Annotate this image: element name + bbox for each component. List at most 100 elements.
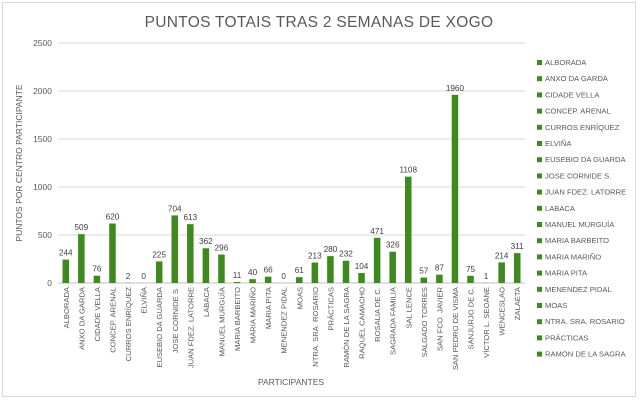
gridlines (58, 42, 525, 284)
bar (436, 274, 443, 283)
legend-swatch (537, 173, 542, 179)
legend-entry: JUAN FDEZ. LATORRE (545, 188, 626, 197)
category-label: PRÁCTICAS (326, 287, 335, 330)
data-label: 613 (183, 213, 197, 222)
legend-entry: ELVIÑA (545, 139, 572, 148)
category-label: MARIA PITA (264, 286, 273, 329)
category-label: MARIA MARIÑO (249, 287, 258, 343)
legend-entry: MENENDEZ PIDAL (545, 285, 612, 294)
data-label: 40 (248, 268, 258, 277)
category-label: LABACA (202, 286, 211, 317)
legend: ALBORADA ANXO DA GARDA CIDADE VELLA CONCEP.… (537, 58, 627, 359)
bar (155, 261, 163, 283)
data-label: 214 (495, 251, 509, 260)
data-label: 0 (281, 272, 286, 281)
legend-entry: CONCEP. ARENAL (545, 107, 611, 116)
legend-swatch (537, 76, 542, 82)
legend-entry: LABACA (545, 204, 576, 213)
y-tick-labels: 0 500 1000 1500 2000 2500 (33, 38, 52, 288)
data-label: 311 (511, 242, 524, 251)
legend-swatch (537, 270, 542, 276)
bar (93, 275, 101, 283)
data-label: 1108 (399, 166, 417, 175)
chart-title: PUNTOS TOTAIS TRAS 2 SEMANAS DE XOGO (145, 14, 494, 31)
legend-entry: CIDADE VELLA (545, 90, 600, 99)
bar (233, 281, 241, 283)
data-label: 57 (419, 267, 429, 276)
bar (389, 251, 396, 283)
bar (62, 259, 70, 283)
legend-entry: CURROS ENRÍQUEZ (545, 123, 620, 132)
bar (296, 277, 303, 283)
bar (218, 254, 225, 283)
category-label: SAN PEDRO DE VISMA (451, 286, 460, 370)
legend-swatch (537, 157, 542, 163)
category-label: ROSALIA DE C. (373, 287, 382, 342)
bar (467, 275, 474, 283)
legend-swatch (537, 303, 542, 308)
bar (109, 223, 116, 283)
bar (498, 262, 505, 283)
category-label: EUSEBIO DA GUARDA (155, 286, 164, 368)
y-tick-label: 1500 (33, 134, 52, 144)
data-label: 509 (75, 223, 89, 232)
bar (404, 176, 412, 283)
legend-entry: MARIA MARIÑO (545, 252, 601, 261)
bar (358, 273, 365, 283)
data-label: 104 (355, 262, 369, 271)
legend-swatch (537, 108, 542, 114)
category-label: MENENDEZ PIDAL (280, 287, 289, 354)
category-labels: ALBORADA ANXO DA GARDA CIDADE VELLA CONCEP.… (62, 286, 522, 370)
data-label: 704 (168, 204, 182, 213)
data-label: 244 (59, 249, 73, 258)
legend-swatch (537, 335, 542, 341)
legend-swatch (537, 92, 542, 98)
data-label: 11 (233, 271, 242, 280)
legend-entry: MANUEL MURGUÍA (545, 220, 615, 229)
bars (62, 94, 521, 283)
category-label: CONCEP. ARENAL (108, 287, 117, 353)
bar (187, 224, 194, 283)
data-label: 0 (141, 272, 146, 281)
bar (202, 248, 210, 283)
data-label: 296 (215, 244, 229, 253)
bar (342, 260, 350, 283)
category-label: ZALAETA (513, 286, 522, 320)
bar (420, 277, 428, 283)
category-label: SAGRADA FAMILIA (389, 286, 398, 355)
category-label: RAMÓN DE LA SAGRA (342, 286, 351, 368)
legend-swatch (537, 124, 542, 130)
legend-swatch (537, 254, 542, 260)
bar (78, 234, 85, 283)
data-label: 280 (324, 245, 338, 254)
bar (249, 279, 256, 283)
category-label: NTRA. SRA. ROSARIO (311, 287, 320, 367)
bar (373, 237, 381, 283)
category-label: JOSE CORNIDE S. (171, 287, 180, 353)
category-label: MOAS (295, 287, 304, 309)
legend-entry: PRÁCTICAS (545, 333, 588, 342)
category-label: MARIA BARBEITO (233, 287, 242, 351)
category-label: ELVIÑA (140, 286, 149, 313)
data-label: 232 (339, 250, 353, 259)
bar (513, 253, 521, 283)
legend-entry: NTRA. SRA. ROSARIO (545, 317, 625, 326)
legend-swatch (537, 141, 542, 146)
category-label: SAL LENCE (404, 287, 413, 329)
bar (264, 276, 272, 283)
y-tick-label: 500 (38, 230, 52, 240)
bar (327, 256, 334, 283)
legend-entry: ANXO DA GARDA (545, 74, 609, 83)
legend-swatch (537, 319, 542, 325)
x-axis-title: PARTICIPANTES (258, 377, 324, 387)
data-label: 213 (308, 252, 322, 261)
category-label: MANUEL MURGUÍA (217, 286, 226, 356)
category-label: SALGADO TORRES (420, 287, 429, 357)
data-label: 76 (92, 265, 102, 274)
data-label: 66 (264, 266, 274, 275)
bar (311, 262, 319, 283)
data-label: 61 (295, 266, 305, 275)
data-label: 225 (152, 250, 166, 259)
category-label: VÍCTOR L. SEOANE (482, 287, 491, 358)
